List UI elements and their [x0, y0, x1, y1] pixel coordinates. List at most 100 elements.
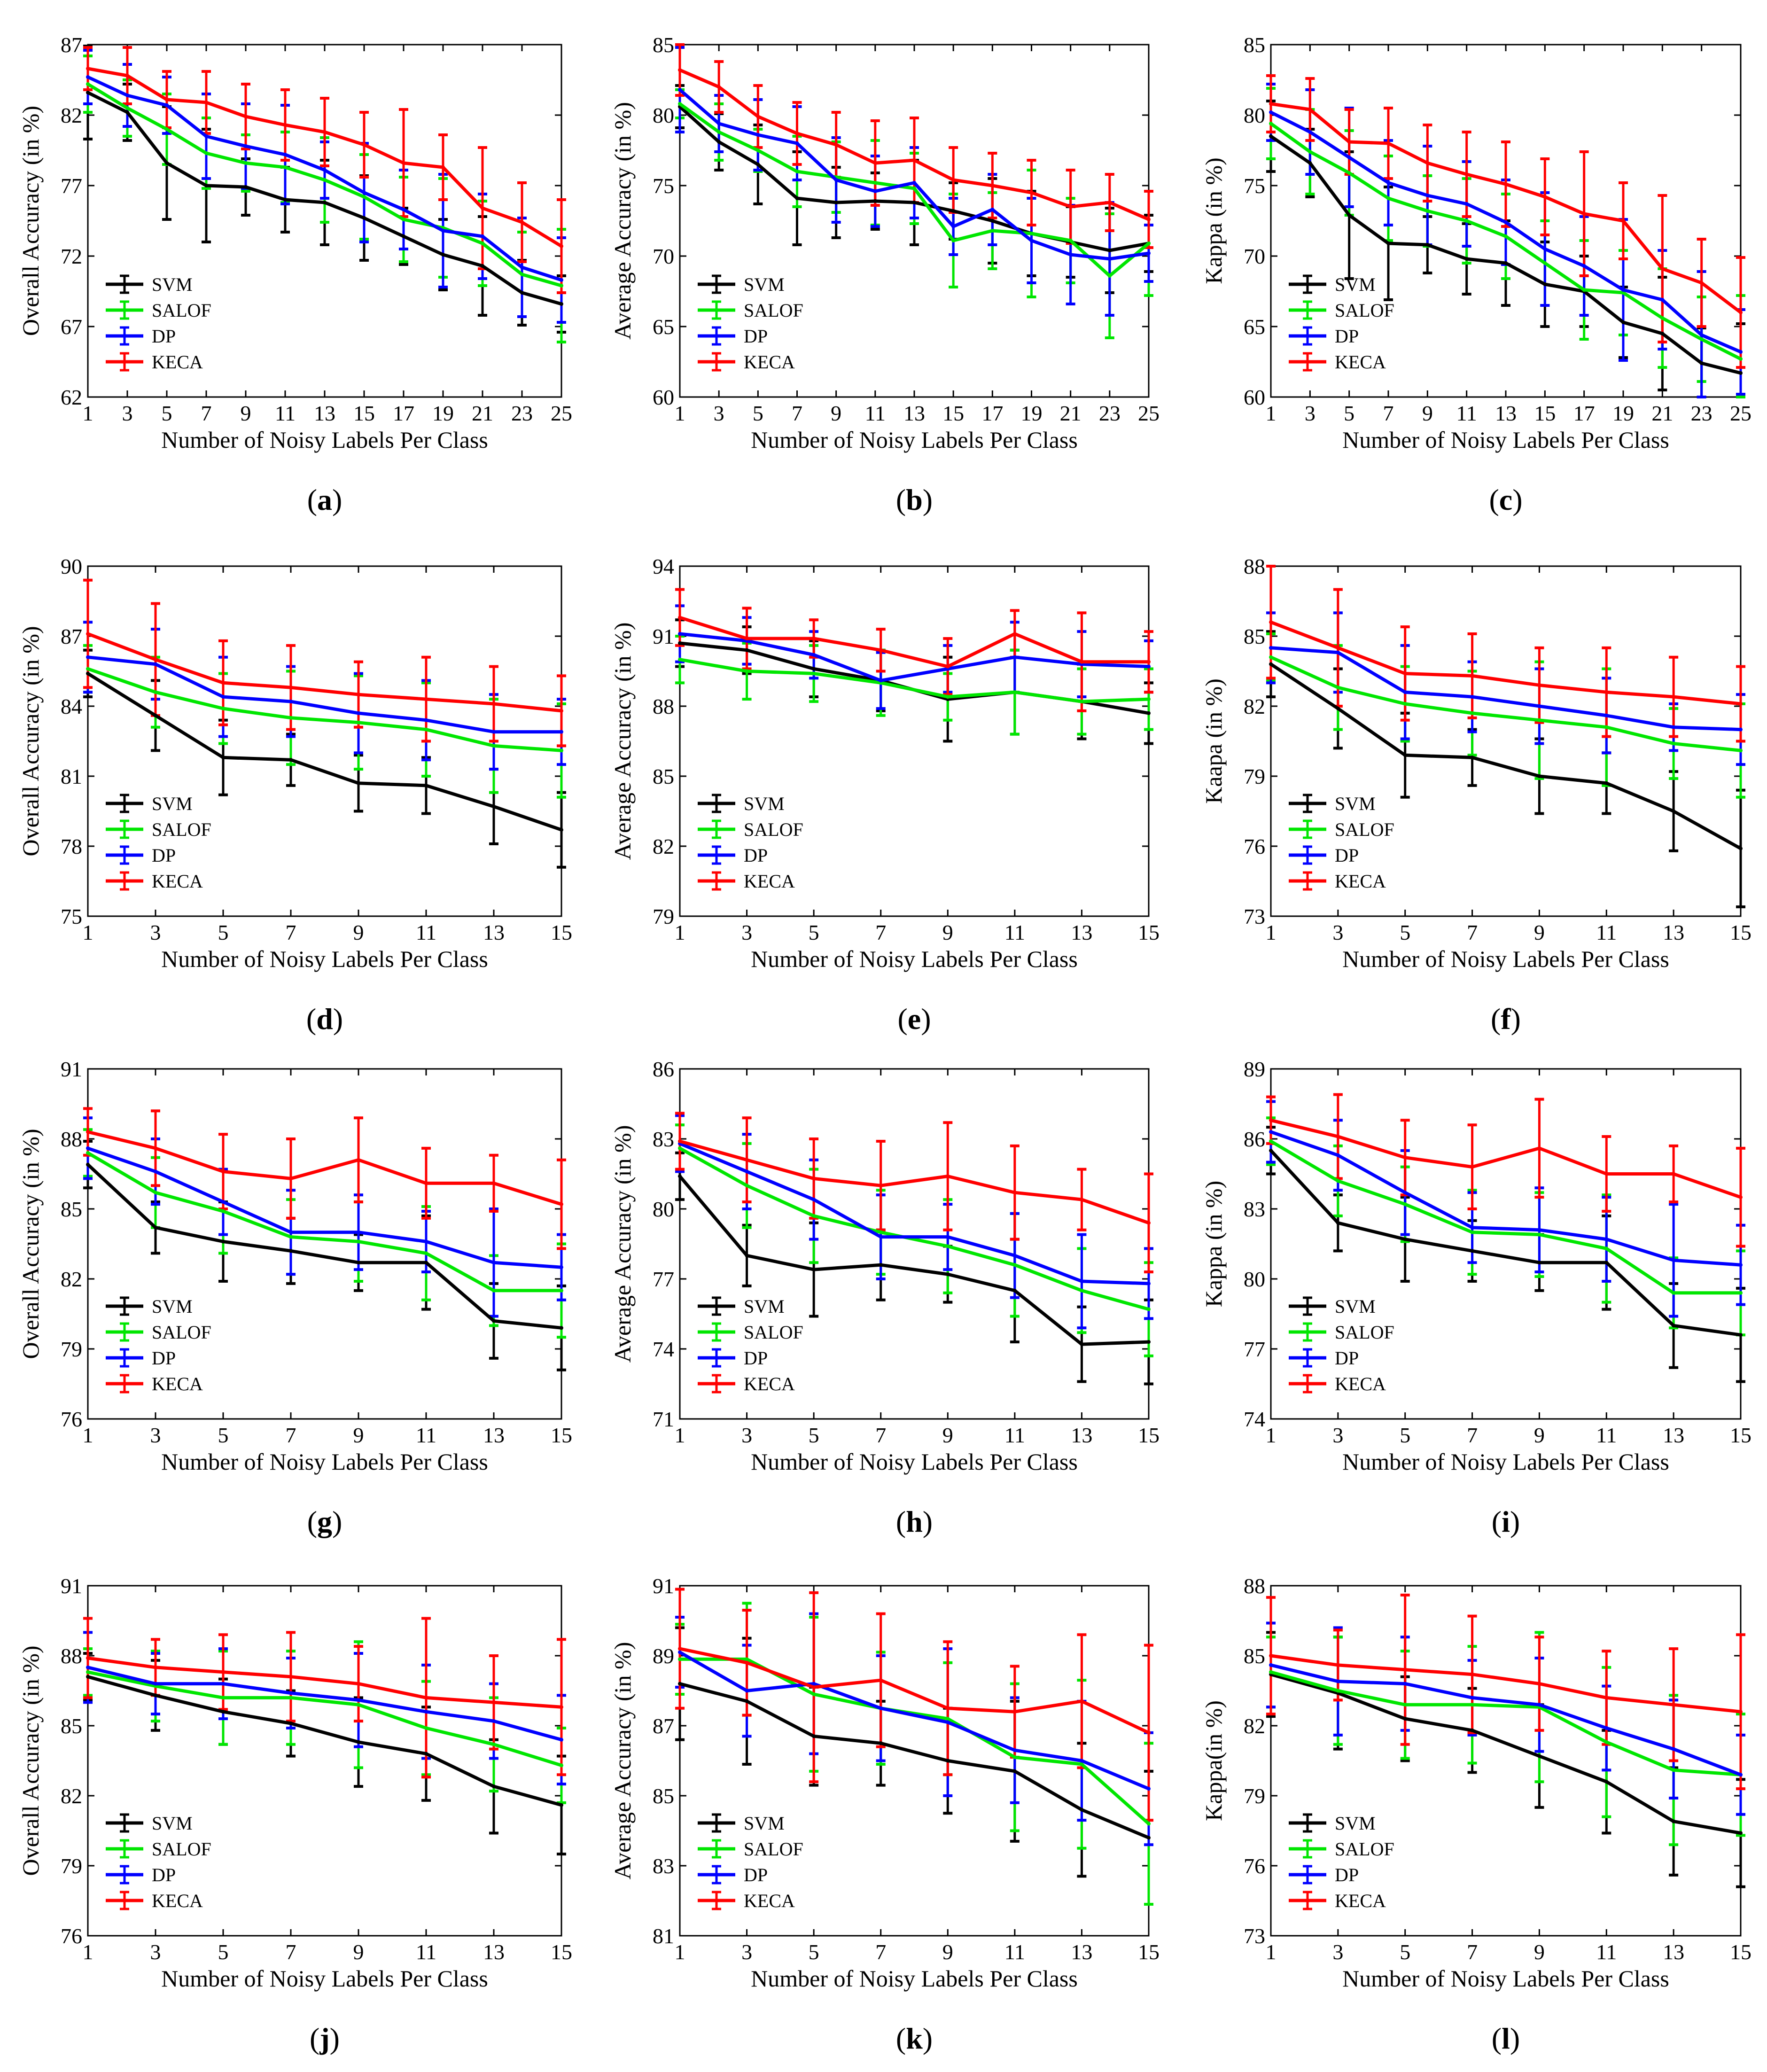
series-line-salof [1270, 1139, 1741, 1295]
data-point [879, 678, 883, 683]
data-point [289, 1176, 293, 1181]
y-tick-label: 76 [1244, 1854, 1265, 1878]
y-tick-label: 94 [653, 554, 674, 578]
legend-label: KECA [744, 1373, 795, 1394]
data-point [812, 1692, 816, 1696]
data-point [745, 1657, 749, 1661]
data-point [204, 134, 208, 138]
data-point [946, 664, 950, 669]
data-point [492, 1719, 496, 1723]
series-line-keca [1270, 620, 1741, 706]
data-point [424, 1752, 428, 1756]
x-tick-label: 11 [416, 1940, 436, 1964]
data-point [1336, 1221, 1340, 1225]
legend-item-dp: DP [106, 1348, 176, 1369]
data-point [1336, 1179, 1340, 1183]
data-point [990, 184, 995, 187]
data-point [125, 93, 129, 97]
data-point [795, 196, 799, 200]
data-point [481, 206, 484, 210]
data-point [812, 1685, 816, 1690]
data-point [1672, 1703, 1676, 1707]
data-point [492, 744, 496, 748]
data-point [221, 1682, 225, 1686]
y-tick-label: 80 [653, 103, 674, 127]
data-point [1739, 748, 1743, 753]
series-line-keca [679, 615, 1149, 669]
data-point [1336, 1663, 1340, 1667]
series-line-keca [87, 632, 562, 713]
legend-item-keca: KECA [106, 871, 203, 892]
y-tick-label: 70 [653, 244, 674, 268]
data-point [1012, 1769, 1017, 1773]
data-point [1425, 209, 1430, 213]
data-point [946, 1174, 950, 1178]
data-point [812, 1734, 816, 1738]
x-tick-label: 21 [472, 401, 493, 425]
legend-item-svm: SVM [698, 793, 785, 814]
panel-caption: (d) [306, 1002, 343, 1036]
data-point [424, 1261, 428, 1265]
x-tick-label: 15 [353, 401, 375, 425]
x-tick-label: 23 [1099, 401, 1121, 425]
data-point [1470, 1225, 1474, 1230]
data-point [154, 1693, 157, 1698]
x-tick-label: 3 [741, 1423, 752, 1447]
data-point [1543, 261, 1547, 265]
x-tick-label: 1 [1266, 401, 1277, 425]
data-point [946, 695, 950, 699]
legend-label: SVM [1335, 274, 1376, 295]
x-tick-label: 19 [1612, 401, 1634, 425]
data-point [424, 697, 428, 701]
data-point [1269, 102, 1273, 106]
data-point [1147, 218, 1151, 221]
legend-label: KECA [152, 1373, 203, 1394]
data-point [1147, 1221, 1151, 1225]
data-point [1029, 239, 1034, 242]
y-tick-label: 83 [653, 1127, 674, 1151]
x-tick-label: 17 [393, 401, 414, 425]
data-point [1604, 1172, 1609, 1176]
x-tick-label: 3 [741, 1940, 752, 1964]
legend-label: KECA [152, 1890, 203, 1911]
data-point [402, 218, 405, 221]
y-tick-label: 88 [1244, 554, 1265, 578]
legend-item-dp: DP [698, 326, 768, 347]
data-point [1672, 1819, 1676, 1823]
data-point [1543, 247, 1547, 251]
x-tick-label: 7 [1467, 920, 1478, 944]
data-point [289, 1230, 293, 1234]
legend-label: DP [1335, 845, 1359, 866]
legend-label: DP [152, 845, 176, 866]
data-point [289, 1249, 293, 1253]
data-point [1403, 753, 1407, 757]
data-point [560, 730, 563, 734]
data-point [1739, 1291, 1743, 1295]
legend-item-salof: SALOF [698, 1838, 803, 1860]
data-point [1386, 241, 1390, 245]
data-point [1080, 1759, 1084, 1763]
data-point [1068, 253, 1073, 257]
y-tick-label: 74 [653, 1337, 674, 1361]
legend-label: SVM [744, 274, 785, 295]
y-axis-title: Kappa (in %) [1200, 1181, 1227, 1307]
data-point [1604, 781, 1609, 785]
data-point [125, 106, 129, 110]
data-point [520, 265, 524, 269]
x-tick-label: 3 [122, 401, 133, 425]
data-point [204, 151, 208, 155]
panel-caption: (j) [310, 2022, 340, 2055]
legend-item-dp: DP [106, 845, 176, 866]
x-tick-label: 1 [83, 1423, 93, 1447]
legend-label: KECA [152, 351, 203, 373]
data-point [441, 253, 445, 257]
data-point [362, 143, 366, 147]
x-tick-label: 7 [201, 401, 212, 425]
data-point [154, 1169, 157, 1174]
x-tick-label: 5 [162, 401, 172, 425]
data-point [1068, 205, 1073, 209]
data-point [812, 636, 816, 640]
x-tick-label: 5 [809, 1423, 819, 1447]
